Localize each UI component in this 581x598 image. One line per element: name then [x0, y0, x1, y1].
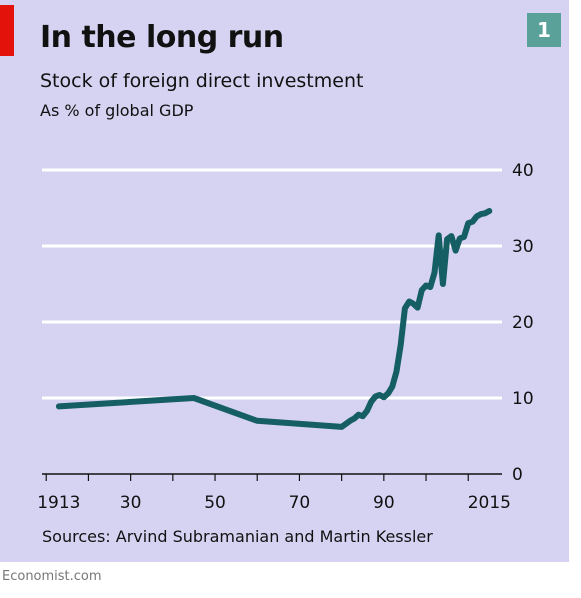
- series-line: [55, 208, 493, 430]
- line-chart: 0 10 20 30 40 1913 30 50 70 90 2015: [37, 161, 533, 510]
- y-tick-label: 0: [512, 465, 523, 485]
- chart-number-badge: 1: [527, 13, 561, 47]
- x-tick-label: 1913: [37, 493, 80, 510]
- y-tick-label: 10: [512, 389, 534, 409]
- publisher-credit: Economist.com: [2, 569, 102, 584]
- x-tick-label: 50: [204, 493, 226, 510]
- chart-subtitle: Stock of foreign direct investment: [40, 70, 364, 92]
- tick-labels: 0 10 20 30 40 1913 30 50 70 90 2015: [37, 161, 533, 510]
- unit-label: As % of global GDP: [40, 101, 194, 120]
- x-tick-label: 30: [120, 493, 142, 510]
- x-tick-label: 2015: [468, 493, 511, 510]
- series-layer: [55, 208, 493, 430]
- y-tick-label: 20: [512, 313, 534, 333]
- chart-panel: [0, 0, 569, 562]
- chart-title: In the long run: [40, 20, 284, 55]
- x-tick-label: 70: [289, 493, 311, 510]
- red-accent-tag: [0, 5, 14, 56]
- gridlines: [42, 168, 502, 400]
- y-tick-label: 30: [512, 237, 534, 257]
- y-tick-label: 40: [512, 161, 534, 181]
- x-tick-label: 90: [373, 493, 395, 510]
- x-axis: [42, 473, 502, 481]
- source-note: Sources: Arvind Subramanian and Martin K…: [42, 527, 433, 546]
